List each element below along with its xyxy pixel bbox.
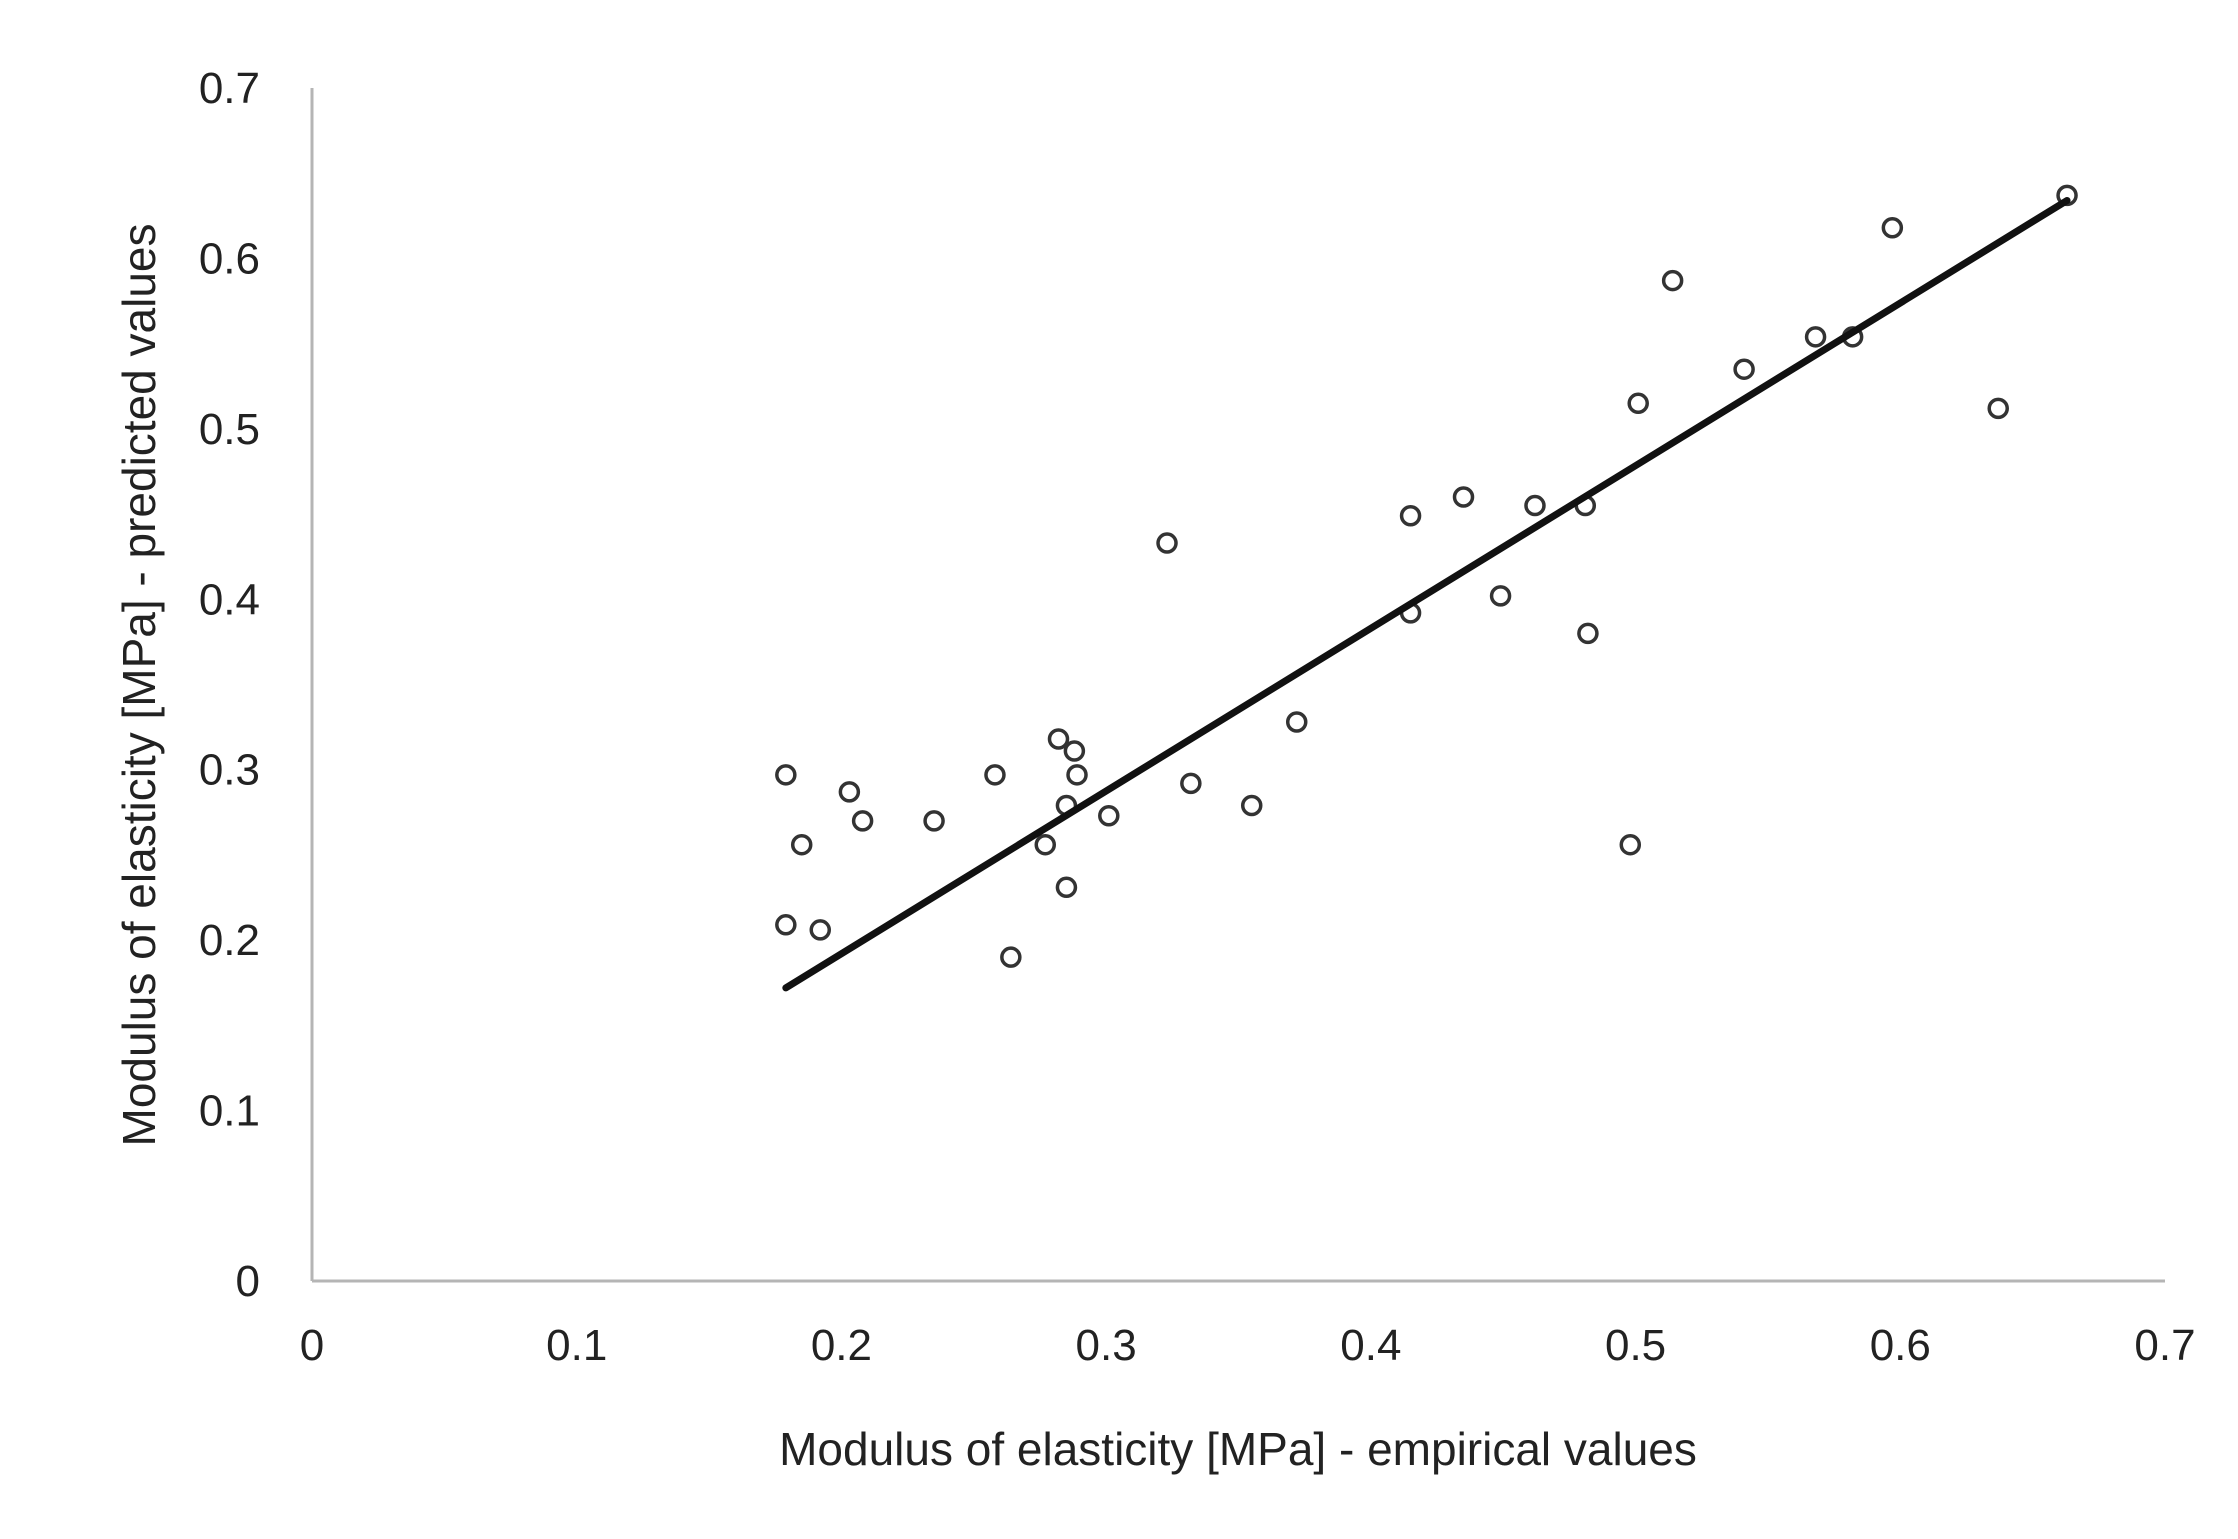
data-point — [1098, 804, 1120, 827]
data-point — [851, 810, 874, 832]
data-point — [923, 810, 945, 832]
y-tick-label: 0.2 — [199, 916, 260, 965]
y-tick-labels: 0 0.1 0.2 0.3 0.4 0.5 0.6 0.7 — [199, 64, 260, 1306]
data-point — [1881, 217, 1904, 239]
y-tick-label: 0.4 — [199, 575, 260, 624]
x-tick-label: 0 — [300, 1321, 324, 1370]
data-point — [1240, 794, 1263, 817]
trendline-group — [782, 196, 2071, 992]
data-point — [1063, 740, 1086, 762]
data-point — [1034, 833, 1057, 856]
data-point — [1055, 876, 1078, 899]
data-point — [1452, 486, 1475, 508]
x-tick-label: 0.4 — [1340, 1321, 1401, 1370]
data-point — [1399, 505, 1422, 527]
x-tick-label: 0.6 — [1870, 1321, 1931, 1370]
data-point — [1180, 772, 1202, 795]
data-point — [1661, 269, 1684, 292]
data-point — [1000, 946, 1022, 968]
x-axis-title: Modulus of elasticity [MPa] - empirical … — [779, 1423, 1697, 1475]
x-tick-label: 0.1 — [546, 1321, 607, 1370]
y-tick-label: 0 — [236, 1257, 260, 1306]
data-point — [790, 833, 813, 856]
y-axis-title: Modulus of elasticity [MPa] - predicted … — [113, 224, 165, 1147]
y-tick-label: 0.3 — [199, 746, 260, 795]
x-tick-label: 0.7 — [2134, 1321, 2195, 1370]
data-point — [1285, 711, 1308, 733]
data-point — [809, 919, 832, 941]
x-tick-label: 0.2 — [811, 1321, 872, 1370]
data-point — [1047, 728, 1070, 750]
data-point — [1489, 585, 1512, 607]
data-point — [1524, 494, 1546, 517]
data-point — [838, 781, 861, 803]
data-point — [1577, 622, 1599, 645]
data-point — [1619, 833, 1642, 856]
data-point — [775, 764, 797, 786]
x-tick-label: 0.5 — [1605, 1321, 1666, 1370]
data-point — [1066, 764, 1088, 786]
data-point — [1627, 392, 1649, 415]
y-tick-label: 0.7 — [199, 64, 260, 113]
axes — [310, 88, 2165, 1283]
y-tick-label: 0.6 — [199, 234, 260, 283]
y-tick-label: 0.5 — [199, 405, 260, 454]
data-point — [1156, 532, 1178, 554]
y-tick-label: 0.1 — [199, 1087, 260, 1136]
data-points — [775, 184, 2078, 968]
data-point — [775, 914, 797, 936]
x-tick-label: 0.3 — [1076, 1321, 1137, 1370]
data-point — [1987, 397, 2009, 420]
data-point — [1733, 358, 1755, 380]
trendline — [782, 196, 2071, 992]
x-tick-labels: 0 0.1 0.2 0.3 0.4 0.5 0.6 0.7 — [300, 1321, 2196, 1370]
data-point — [984, 764, 1006, 786]
data-point — [1804, 326, 1827, 348]
